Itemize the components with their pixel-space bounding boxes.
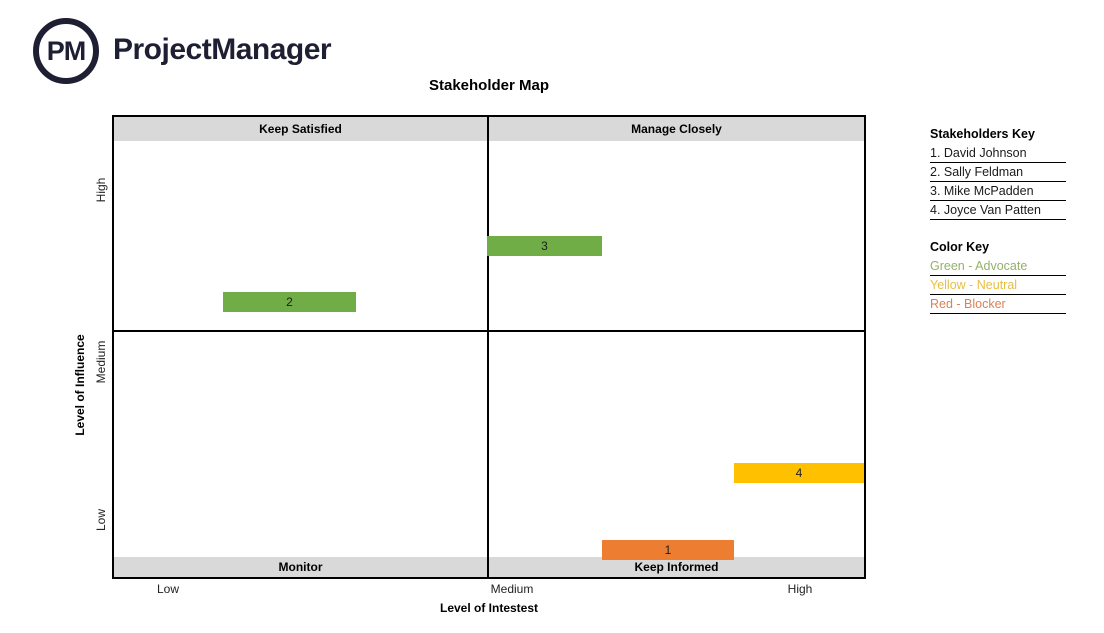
quadrant-label-keep-satisfied: Keep Satisfied [259,122,342,136]
top-quadrant-band [114,117,864,141]
vertical-midline [487,117,489,577]
stakeholder-key-entry: 2. Sally Feldman [930,163,1066,182]
brand-name: ProjectManager [113,33,332,66]
stakeholder-bar-3: 3 [487,236,602,256]
color-key-entry-advocate: Green - Advocate [930,257,1066,276]
horizontal-midline [114,330,864,332]
quadrant-label-monitor: Monitor [278,560,323,574]
quadrant-label-keep-informed: Keep Informed [634,560,719,574]
color-key-title: Color Key [930,240,990,254]
y-axis-title: Level of Influence [73,334,87,436]
logo-monogram: PM [46,35,86,66]
side-panel: Stakeholders Key 1. David Johnson 2. Sal… [930,124,1066,314]
x-tick-high: High [787,582,813,596]
y-tick-medium: Medium [94,340,108,384]
stakeholder-key-entry: 3. Mike McPadden [930,182,1066,201]
stakeholder-bar-1: 1 [602,540,734,560]
stakeholder-map-chart: Keep Satisfied Manage Closely Monitor Ke… [112,115,866,579]
y-tick-high: High [94,177,108,203]
color-key-block: Color Key Green - Advocate Yellow - Neut… [930,237,1066,314]
stakeholder-bar-2: 2 [223,292,356,312]
stakeholder-bar-4: 4 [734,463,864,483]
x-axis-title: Level of Intestest [439,601,539,615]
stakeholders-key-title: Stakeholders Key [930,127,1035,141]
stakeholder-key-entry: 1. David Johnson [930,144,1066,163]
x-tick-medium: Medium [490,582,534,596]
stakeholder-key-entry: 4. Joyce Van Patten [930,201,1066,220]
color-key-entry-neutral: Yellow - Neutral [930,276,1066,295]
color-key-entry-blocker: Red - Blocker [930,295,1066,314]
bottom-quadrant-band [114,557,864,577]
x-tick-low: Low [156,582,179,596]
y-tick-low: Low [94,508,108,532]
chart-title: Stakeholder Map [428,77,550,94]
projectmanager-logo-icon: PM [33,18,99,84]
quadrant-label-manage-closely: Manage Closely [631,122,722,136]
